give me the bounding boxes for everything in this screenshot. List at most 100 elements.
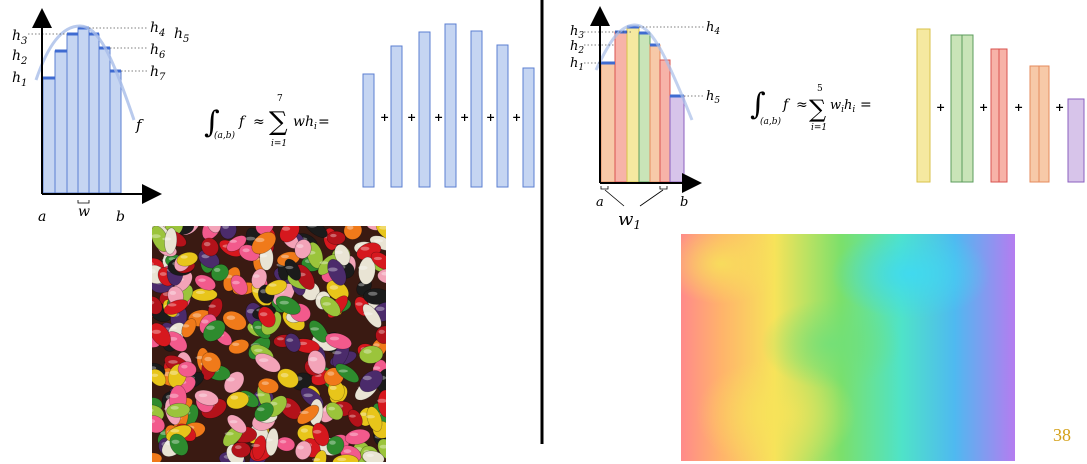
- jellybean: [166, 402, 191, 418]
- right-h3-label: h3: [570, 24, 584, 41]
- left-bar-2: [54, 50, 68, 194]
- jellybean: [295, 440, 312, 460]
- jellybean: [152, 296, 163, 315]
- jellybean: [377, 389, 386, 418]
- jellybean: [255, 226, 274, 235]
- jellybean-highlight: [224, 432, 234, 436]
- right-plus-3: +: [1014, 101, 1023, 114]
- rainbow-gradient-image: [681, 234, 1015, 461]
- right-summand: wihi: [830, 98, 855, 115]
- jellybean-highlight: [229, 239, 237, 243]
- jellybean-highlight: [180, 255, 188, 259]
- jellybean-highlight: [381, 271, 386, 276]
- left-formula: ∫ (a,b) f ≈ 7 ∑ i=1 whi =: [204, 94, 330, 149]
- jellybean: [335, 363, 360, 383]
- left-plus-1: +: [380, 111, 389, 124]
- jellybean-highlight: [363, 349, 372, 354]
- jellybean: [362, 303, 382, 328]
- jellybean-highlight: [168, 360, 178, 364]
- right-h5-label: h5: [706, 89, 720, 106]
- jellybean-highlight: [347, 226, 354, 230]
- right-a-label: a: [596, 195, 604, 210]
- jellybean-highlight: [263, 438, 273, 442]
- jellybean: [254, 402, 274, 422]
- jellybean-highlight: [286, 338, 294, 342]
- jellybean-highlight: [327, 267, 338, 272]
- right-sum-upper: 5: [817, 84, 823, 94]
- left-guides: [28, 27, 147, 72]
- jellybean-highlight: [349, 414, 356, 418]
- jellybean-highlight: [297, 445, 304, 450]
- jellybean: [152, 322, 171, 347]
- jellybean-highlight: [168, 337, 178, 341]
- jellybean: [264, 279, 288, 296]
- left-function-curve: [34, 24, 136, 121]
- left-width-bracket: [77, 200, 90, 204]
- jellybean: [257, 377, 279, 394]
- jellybean-highlight: [232, 342, 240, 346]
- jellybean-highlight: [152, 419, 156, 424]
- left-seq-bar-3: [418, 31, 431, 188]
- jellybean: [308, 320, 329, 343]
- left-panel: h1 h2 h3 h4 h5 h6 h7 a b w f ∫ (a,b) f ≈…: [12, 8, 535, 225]
- jellybean: [304, 226, 328, 238]
- jellybean-highlight: [366, 453, 374, 457]
- jellybean: [320, 296, 341, 317]
- right-bar-4: [638, 32, 651, 183]
- jellybean-highlight: [299, 410, 309, 414]
- jellybean: [295, 264, 315, 290]
- jellybean-highlight: [375, 306, 385, 311]
- left-integrand: f: [238, 114, 247, 130]
- jellybean: [294, 239, 312, 259]
- jellybean-highlight: [280, 373, 289, 378]
- jellybean-highlight: [366, 415, 375, 419]
- jellybean-highlight: [201, 319, 209, 324]
- jellybean: [231, 441, 251, 458]
- jellybean-highlight: [152, 373, 159, 377]
- left-bar-6: [98, 47, 111, 194]
- jellybean-highlight: [170, 326, 177, 330]
- jellybean: [296, 404, 320, 425]
- left-plus-4: +: [460, 111, 469, 124]
- jellybean: [194, 389, 219, 406]
- right-formula: ∫ (a,b) f ≈ 5 ∑ i=1 wihi =: [750, 84, 872, 133]
- jellybean-highlight: [195, 356, 204, 360]
- jellybean-highlight: [169, 290, 177, 295]
- jellybean: [226, 391, 250, 410]
- left-bar-4: [77, 27, 90, 194]
- jellybean-highlight: [372, 366, 381, 370]
- left-equals: =: [318, 114, 330, 130]
- left-b-label: b: [116, 209, 125, 225]
- left-bar-sequence: + + + + + +: [362, 23, 535, 188]
- left-bar-3: [66, 33, 79, 194]
- jellybean-highlight: [373, 239, 384, 243]
- jellybean-highlight: [307, 226, 317, 228]
- jellybean-highlight: [360, 246, 370, 251]
- jellybean-highlight: [245, 236, 256, 241]
- right-bar-sequence: + + + +: [916, 28, 1085, 183]
- left-h5-label: h5: [174, 26, 189, 45]
- jellybean-highlight: [170, 429, 180, 433]
- left-plus-6: +: [512, 111, 521, 124]
- jellybean: [227, 414, 247, 434]
- jellybean: [366, 406, 383, 432]
- right-pointer-left: [604, 189, 625, 207]
- jellybean-highlight: [203, 242, 211, 247]
- jellybean-highlight: [251, 443, 260, 448]
- jellybean: [202, 319, 226, 342]
- jellybean-highlight: [349, 432, 359, 437]
- jellybean: [163, 299, 189, 315]
- left-bar-5: [88, 33, 100, 194]
- jellybean-highlight: [208, 304, 216, 308]
- jellybean-highlight: [259, 312, 268, 317]
- jellybean-highlight: [255, 237, 265, 243]
- jellybean-highlight: [309, 357, 318, 362]
- jellybean: [230, 274, 248, 296]
- left-integral-sign: ∫: [204, 105, 220, 140]
- left-h2-label: h2: [12, 48, 27, 67]
- jellybean: [164, 227, 178, 255]
- jellybean-highlight: [313, 429, 322, 434]
- jellybean: [312, 450, 327, 462]
- jellybean: [201, 237, 219, 257]
